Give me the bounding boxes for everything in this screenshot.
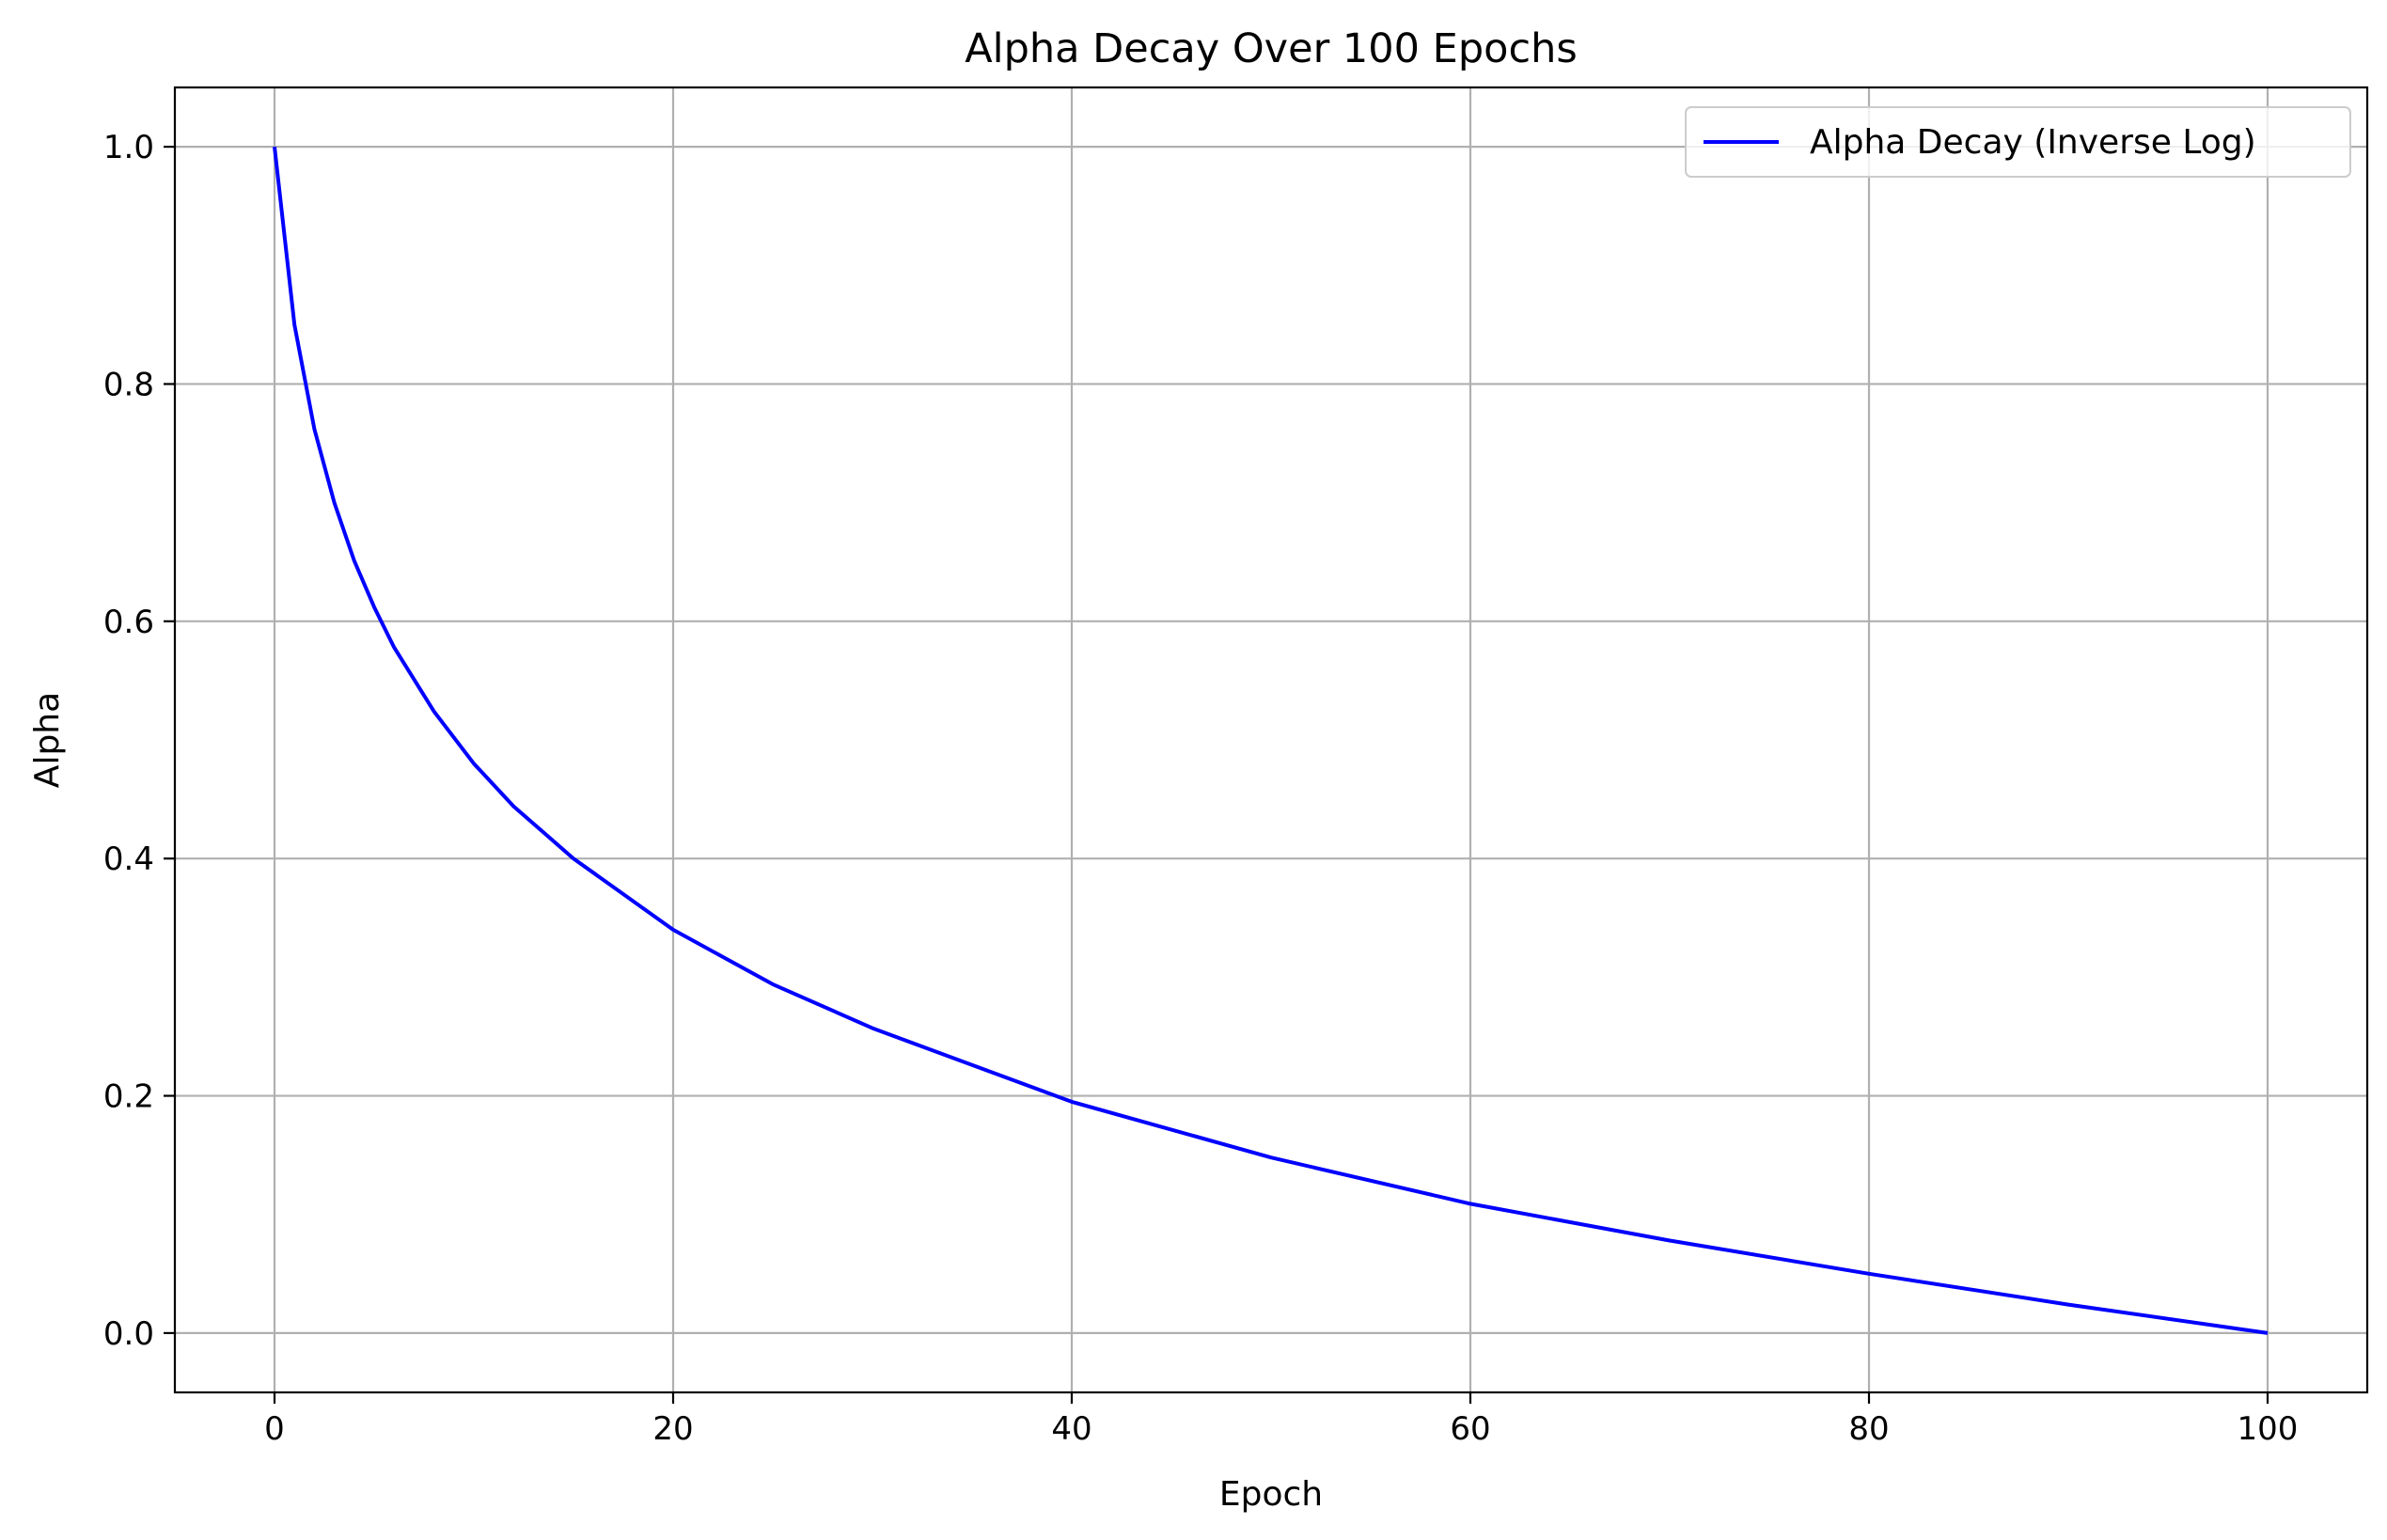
y-tick-label: 0.2 — [103, 1078, 154, 1116]
grid — [175, 87, 2367, 1392]
x-tick-label: 100 — [2238, 1410, 2299, 1448]
y-tick-label: 0.8 — [103, 366, 154, 403]
legend-box — [1685, 106, 2351, 178]
y-tick-label: 0.6 — [103, 604, 154, 641]
plot-frame — [173, 86, 2369, 1394]
x-tick-label: 40 — [1051, 1410, 1091, 1448]
x-tick-label: 20 — [652, 1410, 693, 1448]
x-tick-label: 60 — [1450, 1410, 1490, 1448]
ticks: 0 20 40 60 80 100 0.0 0.2 0.4 0.6 0.8 1.0 — [103, 129, 2299, 1448]
y-axis-label: Alpha — [28, 692, 67, 788]
legend-label: Alpha Decay (Inverse Log) — [1810, 123, 2256, 162]
y-tick-label: 0.0 — [103, 1315, 154, 1353]
series-layer — [273, 146, 2269, 1335]
x-tick-label: 0 — [264, 1410, 285, 1448]
chart-title: Alpha Decay Over 100 Epochs — [965, 25, 1578, 72]
x-tick-label: 80 — [1848, 1410, 1889, 1448]
x-axis-label: Epoch — [1219, 1475, 1323, 1514]
y-tick-label: 1.0 — [103, 129, 154, 166]
y-tick-label: 0.4 — [103, 841, 154, 878]
series-line — [273, 146, 2269, 1335]
legend: Alpha Decay (Inverse Log) — [1685, 106, 2351, 178]
